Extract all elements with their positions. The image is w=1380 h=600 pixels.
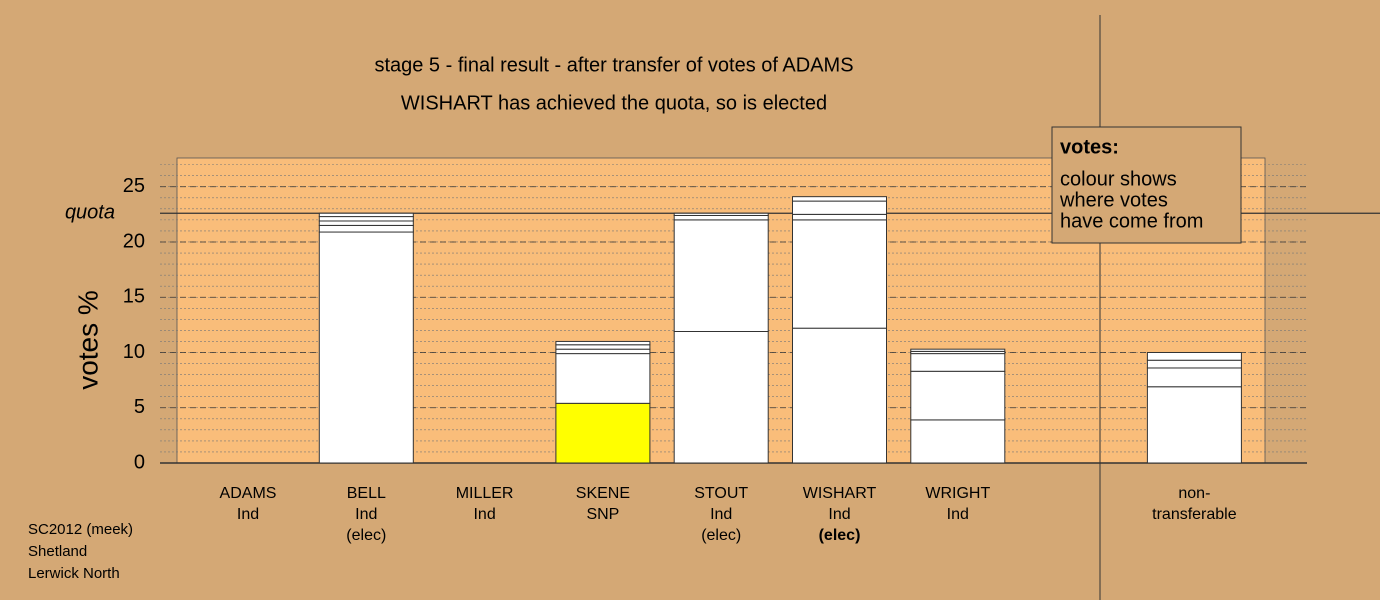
bar-segment bbox=[910, 419, 1006, 464]
y-axis-label: votes % bbox=[72, 290, 103, 390]
bar-segment bbox=[1146, 367, 1242, 388]
bar-segment bbox=[318, 231, 414, 464]
bar-segment bbox=[673, 214, 769, 221]
x-tick-label: SKENE bbox=[576, 485, 630, 502]
x-tick-label: transferable bbox=[1152, 506, 1237, 523]
bar-segment bbox=[318, 216, 414, 222]
bar-segment bbox=[318, 224, 414, 233]
bar-segment bbox=[910, 348, 1006, 352]
bar-segment bbox=[792, 200, 887, 215]
x-tick-label: Ind bbox=[828, 506, 850, 523]
x-tick-label: Ind bbox=[473, 506, 495, 523]
bar-segment bbox=[1146, 359, 1242, 369]
x-tick-label: Ind bbox=[947, 506, 969, 523]
y-tick-label: 20 bbox=[123, 230, 145, 252]
note-line: colour shows bbox=[1060, 168, 1177, 190]
x-tick-label: Ind bbox=[237, 506, 259, 523]
bar-segment bbox=[910, 370, 1006, 421]
x-tick-label: STOUT bbox=[694, 485, 748, 502]
bar-segment bbox=[555, 353, 651, 404]
x-tick-label: BELL bbox=[347, 485, 386, 502]
x-tick-label: WISHART bbox=[803, 485, 877, 502]
x-tick-label: Ind bbox=[710, 506, 732, 523]
bar-segment bbox=[910, 353, 1006, 372]
bar-segment bbox=[1146, 351, 1242, 361]
bar-segment bbox=[555, 402, 651, 464]
y-tick-label: 0 bbox=[134, 451, 145, 473]
chart-subtitle: WISHART has achieved the quota, so is el… bbox=[401, 92, 827, 114]
quota-label: quota bbox=[65, 202, 115, 224]
bar-segment bbox=[792, 219, 887, 329]
y-tick-label: 25 bbox=[123, 175, 145, 197]
note-heading: votes: bbox=[1060, 136, 1119, 158]
note-line: have come from bbox=[1060, 210, 1203, 232]
x-tick-label: (elec) bbox=[819, 527, 861, 544]
footer-line: Shetland bbox=[28, 543, 87, 560]
note-line: where votes bbox=[1059, 189, 1168, 211]
bar-segment bbox=[555, 344, 651, 350]
y-tick-label: 10 bbox=[123, 341, 145, 363]
bar-segment bbox=[792, 196, 887, 202]
y-tick-label: 15 bbox=[123, 286, 145, 308]
y-tick-label: 5 bbox=[134, 396, 145, 418]
bar-segment bbox=[318, 212, 414, 218]
x-tick-label: Ind bbox=[355, 506, 377, 523]
bar-segment bbox=[555, 340, 651, 346]
bar-segment bbox=[673, 330, 769, 464]
chart-title: stage 5 - final result - after transfer … bbox=[374, 54, 853, 76]
bar-segment bbox=[673, 219, 769, 332]
x-tick-label: (elec) bbox=[701, 527, 741, 544]
bar-segment bbox=[555, 348, 651, 355]
bar-segment bbox=[792, 213, 887, 221]
bar-segment bbox=[318, 220, 414, 226]
x-tick-label: (elec) bbox=[346, 527, 386, 544]
x-tick-label: WRIGHT bbox=[925, 485, 990, 502]
x-tick-label: SNP bbox=[586, 506, 619, 523]
bar-segment bbox=[673, 212, 769, 216]
footer-line: Lerwick North bbox=[28, 565, 120, 582]
x-tick-label: ADAMS bbox=[220, 485, 277, 502]
bar-segment bbox=[1146, 386, 1242, 464]
x-tick-label: non- bbox=[1178, 485, 1210, 502]
note-box bbox=[1051, 126, 1242, 244]
footer-line: SC2012 (meek) bbox=[28, 521, 133, 538]
bar-segment bbox=[792, 327, 887, 464]
x-tick-label: MILLER bbox=[456, 485, 514, 502]
